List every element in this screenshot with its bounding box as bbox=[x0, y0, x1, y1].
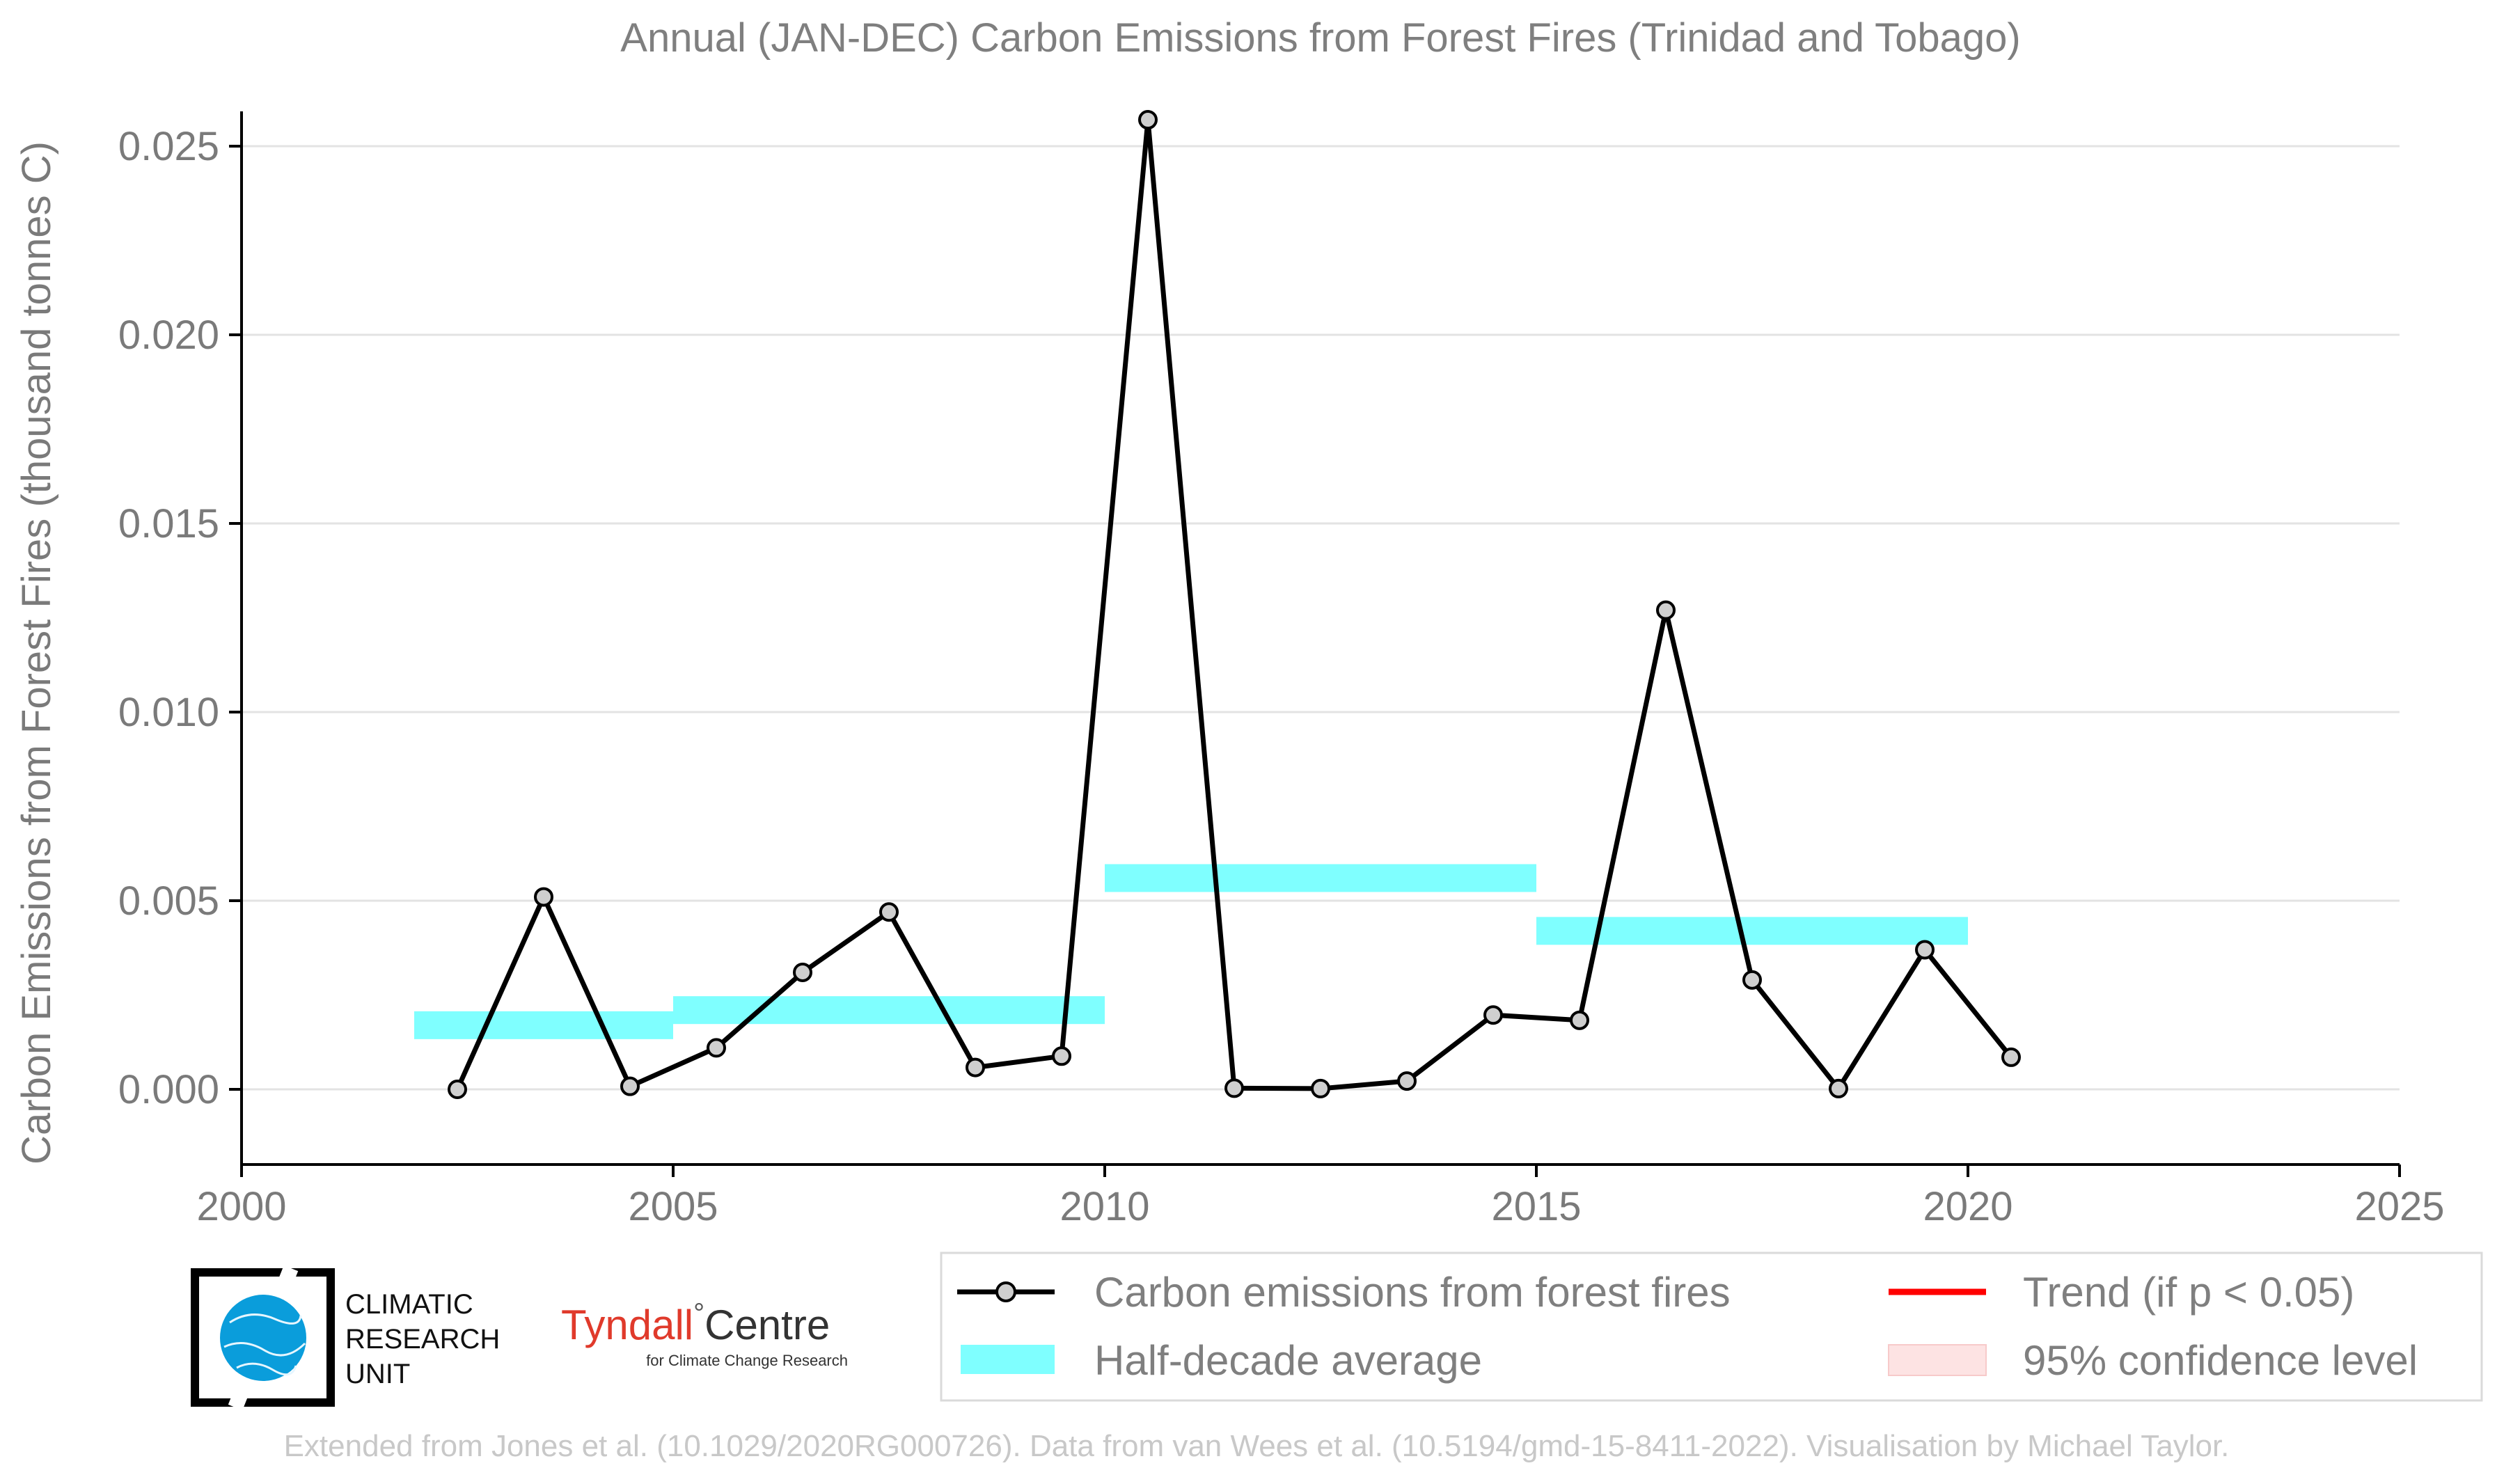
half-decade-bands bbox=[414, 864, 1968, 1039]
tyndall-logo-main: Tyndall bbox=[561, 1302, 693, 1348]
credit-line: Extended from Jones et al. (10.1029/2020… bbox=[284, 1429, 2230, 1463]
legend-label-emissions: Carbon emissions from forest fires bbox=[1094, 1269, 1731, 1316]
legend-swatch-confidence bbox=[1888, 1344, 1987, 1376]
tyndall-logo: Tyndall°Centre for Climate Change Resear… bbox=[561, 1298, 848, 1369]
data-point bbox=[793, 962, 812, 982]
data-point bbox=[1138, 110, 1158, 130]
legend: Carbon emissions from forest fires Trend… bbox=[940, 1252, 2483, 1402]
data-point bbox=[448, 1080, 467, 1099]
axes bbox=[240, 111, 2400, 1166]
legend-frame bbox=[940, 1252, 2483, 1402]
globe-icon bbox=[220, 1295, 306, 1381]
grid-lines bbox=[242, 145, 2400, 1091]
cru-logo-bracket-left bbox=[191, 1268, 285, 1407]
x-tick-label: 2005 bbox=[628, 1184, 718, 1229]
cru-logo-line-1: CLIMATIC bbox=[345, 1289, 473, 1320]
data-point bbox=[1052, 1046, 1071, 1066]
data-point bbox=[879, 902, 899, 922]
data-point bbox=[707, 1038, 726, 1058]
legend-label-confidence: 95% confidence level bbox=[2023, 1337, 2418, 1384]
chart-title: Annual (JAN-DEC) Carbon Emissions from F… bbox=[620, 15, 2020, 61]
data-point bbox=[966, 1057, 985, 1078]
cru-logo-line-3: UNIT bbox=[345, 1359, 410, 1389]
half-decade-band bbox=[1536, 917, 1968, 945]
legend-swatch-emissions-marker bbox=[995, 1281, 1016, 1302]
data-point bbox=[1915, 940, 1935, 960]
cru-logo-bracket-right bbox=[230, 1268, 335, 1407]
x-tick-label: 2000 bbox=[196, 1184, 286, 1229]
data-point bbox=[1483, 1005, 1503, 1025]
y-axis-label: Carbon Emissions from Forest Fires (thou… bbox=[14, 141, 59, 1165]
tyndall-logo-degree: ° bbox=[693, 1298, 704, 1329]
data-point bbox=[1570, 1010, 1589, 1030]
x-tick-label: 2015 bbox=[1491, 1184, 1581, 1229]
y-ticks: 0.000 0.005 0.010 0.015 0.020 0.025 bbox=[118, 124, 242, 1112]
y-tick-label: 0.010 bbox=[118, 690, 219, 735]
y-tick-label: 0.020 bbox=[118, 313, 219, 358]
half-decade-band bbox=[1105, 864, 1536, 892]
x-ticks: 2000 2005 2010 2015 2020 2025 bbox=[196, 1165, 2445, 1229]
data-point bbox=[1829, 1078, 1848, 1098]
legend-swatch-half-decade bbox=[961, 1345, 1055, 1374]
data-point bbox=[1224, 1078, 1244, 1098]
x-tick-label: 2010 bbox=[1060, 1184, 1149, 1229]
legend-label-half-decade: Half-decade average bbox=[1094, 1337, 1482, 1384]
y-tick-label: 0.005 bbox=[118, 878, 219, 924]
x-tick-label: 2025 bbox=[2354, 1184, 2444, 1229]
data-point bbox=[620, 1076, 640, 1096]
tyndall-logo-wordmark: Tyndall°Centre bbox=[561, 1298, 830, 1348]
globe-icon-contours bbox=[223, 1313, 306, 1376]
tyndall-logo-centre: Centre bbox=[704, 1302, 830, 1348]
legend-label-trend: Trend (if p < 0.05) bbox=[2023, 1269, 2354, 1316]
y-tick-label: 0.015 bbox=[118, 501, 219, 546]
x-tick-label: 2020 bbox=[1923, 1184, 2012, 1229]
cru-logo-line-2: RESEARCH bbox=[345, 1324, 500, 1355]
half-decade-band bbox=[673, 996, 1105, 1025]
tyndall-logo-subtitle: for Climate Change Research bbox=[646, 1352, 848, 1369]
data-point bbox=[1656, 600, 1676, 620]
cru-logo: CLIMATIC RESEARCH UNIT bbox=[191, 1265, 500, 1411]
data-point bbox=[2001, 1047, 2021, 1067]
y-tick-label: 0.025 bbox=[118, 124, 219, 169]
data-point bbox=[1311, 1078, 1330, 1098]
half-decade-band bbox=[414, 1011, 673, 1039]
data-point bbox=[534, 887, 553, 907]
y-tick-label: 0.000 bbox=[118, 1067, 219, 1112]
series-group bbox=[448, 110, 2021, 1099]
data-point bbox=[1742, 970, 1762, 990]
data-point bbox=[1397, 1071, 1417, 1091]
